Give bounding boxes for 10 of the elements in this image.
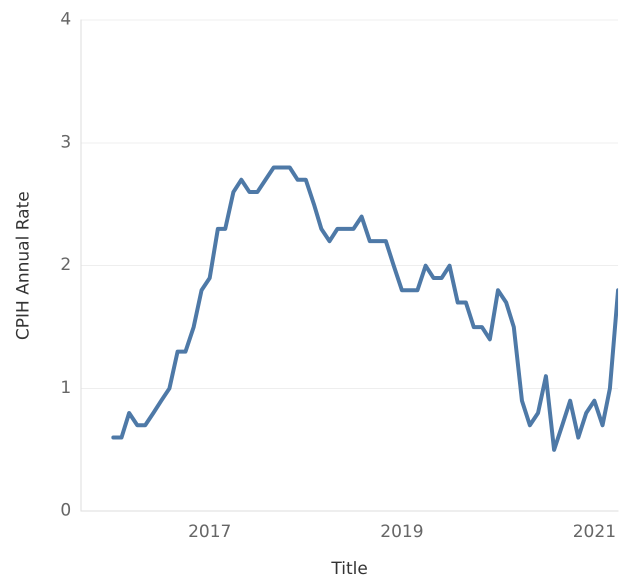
y-tick-label: 2	[60, 255, 72, 276]
y-axis-title: CPIH Annual Rate	[14, 191, 34, 340]
y-tick-label: 1	[60, 378, 72, 398]
y-tick-label: 0	[60, 500, 72, 521]
x-tick-label: 2019	[380, 522, 424, 542]
x-tick-label: 2021	[572, 522, 616, 542]
y-tick-label: 3	[60, 132, 72, 152]
x-axis-title: Title	[330, 559, 368, 580]
x-tick-label: 2017	[188, 522, 232, 542]
y-tick-label: 4	[60, 10, 72, 30]
